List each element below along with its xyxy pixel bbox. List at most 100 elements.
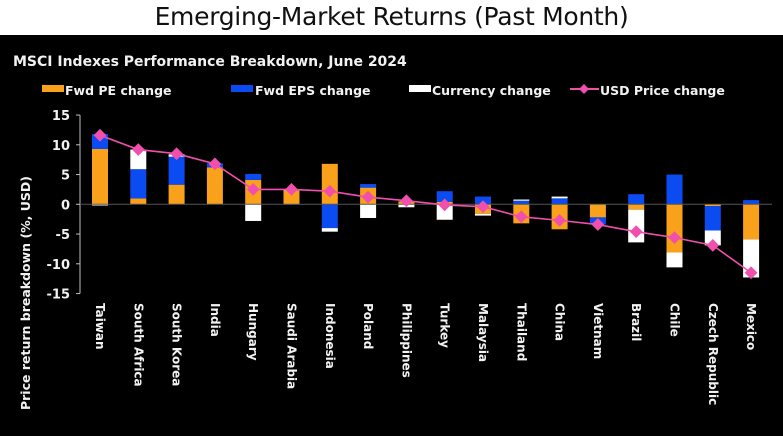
x-label-mexico: Mexico [744,303,758,350]
bar-group-south-korea [168,154,185,205]
x-label-malaysia: Malaysia [476,303,490,362]
y-tick-label: 5 [61,169,70,184]
y-tick-label: -5 [56,228,70,243]
legend-label-fwd-pe: Fwd PE change [65,83,172,98]
x-label-vietnam: Vietnam [591,303,605,359]
bar-fwd-eps-change-south-korea [168,156,185,185]
usd-price-marker-hungary [246,183,260,196]
page-header: Emerging-Market Returns (Past Month) [0,0,783,35]
y-tick-label: 15 [52,109,70,124]
chart-title: MSCI Indexes Performance Breakdown, June… [13,54,407,70]
x-label-czech-republic: Czech Republic [706,303,720,405]
legend-marker-usd-price [579,84,589,94]
x-label-indonesia: Indonesia [323,303,337,369]
x-label-india: India [208,303,222,337]
y-tick-label: 0 [61,198,70,213]
bar-fwd-pe-change-south-korea [168,184,185,205]
x-label-south-africa: South Africa [131,303,145,387]
usd-price-marker-south-africa [131,143,145,156]
usd-price-marker-philippines [400,194,413,208]
y-tick-label: 10 [52,139,70,154]
bar-currency-change-south-africa [130,149,147,170]
x-label-chile: Chile [668,303,682,337]
bar-fwd-eps-change-chile [666,174,683,205]
usd-price-marker-south-korea [170,147,183,161]
legend-swatch-currency [409,85,431,92]
bar-fwd-eps-change-hungary [245,173,262,180]
usd-price-marker-malaysia [476,200,490,214]
x-label-brazil: Brazil [629,303,643,341]
bar-group-indonesia [321,163,338,232]
bar-group-czech-republic [704,204,721,246]
bar-fwd-eps-change-mexico [743,200,760,205]
bar-currency-change-thailand [513,199,530,201]
x-label-taiwan: Taiwan [93,303,107,350]
legend-item-fwd-eps: Fwd EPS change [231,83,371,98]
legend-label-fwd-eps: Fwd EPS change [255,83,371,98]
bar-fwd-eps-change-czech-republic [704,206,721,231]
y-tick-label: -15 [47,288,71,303]
legend-item-currency: Currency change [409,83,551,98]
bar-fwd-pe-change-brazil [628,204,645,210]
bars [92,134,760,278]
x-label-thailand: Thailand [514,303,528,361]
x-label-turkey: Turkey [438,303,452,348]
bar-group-mexico [743,200,760,278]
legend: Fwd PE change Fwd EPS change Currency ch… [42,83,725,98]
bar-fwd-pe-change-mexico [743,204,760,240]
bar-fwd-pe-change-saudi-arabia [283,190,300,205]
bar-fwd-eps-change-brazil [628,194,645,205]
usd-price-marker-turkey [438,198,452,212]
bar-fwd-eps-change-turkey [436,191,453,202]
legend-label-usd-price: USD Price change [600,83,725,98]
bar-fwd-eps-change-south-africa [130,169,147,199]
bar-fwd-pe-change-taiwan [92,148,108,205]
usd-price-marker-india [208,157,222,171]
bar-currency-change-china [551,196,568,199]
bar-fwd-pe-change-indonesia [321,163,338,205]
legend-item-usd-price: USD Price change [570,83,725,98]
bar-currency-change-indonesia [321,228,338,232]
bar-currency-change-czech-republic [704,230,721,246]
usd-price-polyline [99,134,752,274]
usd-price-marker-saudi-arabia [285,183,298,196]
chart-panel: MSCI Indexes Performance Breakdown, June… [0,35,783,436]
bar-fwd-eps-change-thailand [513,200,530,205]
bar-group-taiwan [92,134,108,206]
legend-label-currency: Currency change [432,83,551,98]
legend-swatch-fwd-pe [42,85,64,92]
x-axis-labels: Taiwan South Africa South Korea India Hungar… [93,303,758,405]
bar-fwd-eps-change-poland [360,184,377,188]
bar-fwd-eps-change-china [551,198,568,205]
legend-item-fwd-pe: Fwd PE change [42,83,172,98]
usd-price-marker-poland [361,190,375,204]
bar-fwd-pe-change-chile [666,204,683,253]
bar-currency-change-hungary [245,204,262,221]
bar-currency-change-mexico [743,239,760,278]
legend-swatch-fwd-eps [231,85,253,92]
y-axis-label: Price return breakdown (%, USD) [18,176,33,410]
page-title: Emerging-Market Returns (Past Month) [154,2,629,31]
x-label-south-korea: South Korea [170,303,184,386]
bar-fwd-pe-change-south-africa [130,198,147,205]
bar-currency-change-turkey [436,204,453,220]
bar-group-chile [666,174,683,268]
usd-price-marker-taiwan [93,128,107,142]
y-axis: 15 10 5 0 -5 -10 -15 [47,109,81,303]
x-label-hungary: Hungary [246,303,260,361]
bar-currency-change-poland [360,204,377,218]
x-label-china: China [553,303,567,341]
x-label-philippines: Philippines [399,303,413,378]
bar-fwd-eps-change-indonesia [321,204,338,229]
y-tick-label: -10 [47,258,71,273]
x-label-poland: Poland [361,303,375,349]
bar-currency-change-chile [666,252,683,268]
bar-fwd-pe-change-czech-republic [704,204,721,207]
bar-currency-change-taiwan [92,204,108,206]
chart: MSCI Indexes Performance Breakdown, June… [13,54,772,410]
bar-currency-change-malaysia [475,213,491,216]
bar-group-hungary [245,173,262,221]
bar-group-south-africa [130,149,147,205]
bar-fwd-pe-change-india [206,167,223,205]
usd-price-marker-indonesia [323,184,337,198]
